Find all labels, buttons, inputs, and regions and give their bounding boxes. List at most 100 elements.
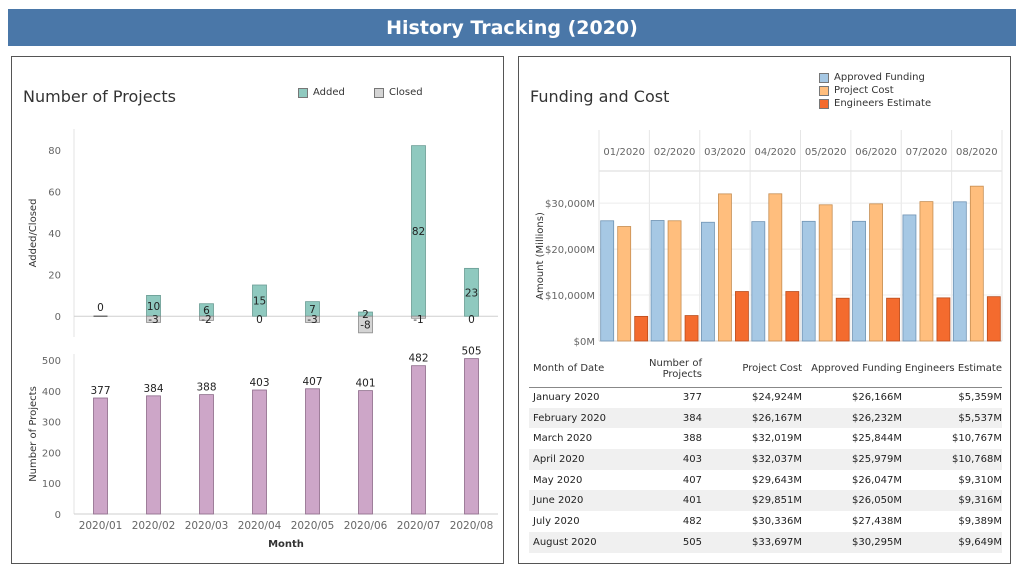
approved-funding-bar: [801, 220, 816, 342]
engineers-estimate-bar: [986, 296, 1001, 342]
legend-approved[interactable]: Approved Funding: [819, 72, 925, 83]
approved-funding-bar: [751, 221, 766, 342]
col-engineers-estimate[interactable]: Engineers Estimate: [902, 351, 1002, 388]
x-tick-label: 2020/07: [397, 520, 441, 532]
closed-data-label: -1: [413, 314, 423, 326]
table-row[interactable]: April 2020 403 $32,037M $25,979M $10,768M: [529, 449, 1002, 470]
table-cell: $26,047M: [852, 474, 902, 486]
table-cell: $26,167M: [702, 407, 802, 429]
added-bar: [464, 267, 479, 317]
table-row[interactable]: May 2020 407 $29,643M $26,047M $9,310M: [529, 470, 1002, 491]
table-row[interactable]: August 2020 505 $33,697M $30,295M $9,649M: [529, 531, 1002, 553]
table-cell: 403: [609, 449, 702, 470]
closed-bar: [358, 315, 373, 334]
funding-panel: Funding and Cost Approved Funding Projec…: [518, 56, 1011, 564]
project-cost-bar: [768, 193, 783, 342]
closed-bar: [146, 315, 161, 323]
added-data-label: 23: [465, 287, 478, 299]
engineers-estimate-bar: [684, 315, 699, 342]
table-cell: March 2020: [533, 433, 593, 445]
closed-bar: [199, 315, 214, 321]
engineers-estimate-bar: [785, 291, 800, 342]
projects-bar: [305, 388, 320, 515]
page-title: History Tracking (2020): [8, 9, 1016, 46]
closed-bar: [411, 315, 426, 319]
x-tick-label: 2020/05: [291, 520, 335, 532]
approved-funding-bar: [902, 214, 917, 342]
table-cell: 377: [682, 392, 702, 404]
table-cell: $9,316M: [902, 490, 1002, 512]
added-bar: [252, 284, 267, 317]
top-y-tick-label: 40: [48, 229, 61, 240]
y-tick-label: $10,000M: [545, 291, 595, 302]
table-cell: $9,310M: [958, 474, 1002, 486]
closed-data-label: -3: [307, 314, 317, 326]
col-approved-funding[interactable]: Approved Funding: [802, 351, 902, 388]
table-cell: $29,851M: [702, 490, 802, 512]
table-cell: $9,649M: [902, 531, 1002, 553]
approved-funding-bar: [701, 221, 715, 342]
table-cell: $25,844M: [852, 433, 902, 445]
table-cell: 482: [682, 515, 702, 527]
added-data-label: 7: [309, 304, 316, 316]
added-data-label: 0: [97, 302, 104, 314]
table-row[interactable]: July 2020 482 $30,336M $27,438M $9,389M: [529, 511, 1002, 532]
month-header-label: 07/2020: [906, 147, 948, 158]
table-cell: $30,336M: [752, 515, 802, 527]
project-cost-bar: [818, 204, 833, 342]
project-cost-bar: [718, 193, 732, 342]
bottom-y-tick-label: 400: [42, 387, 61, 398]
col-month[interactable]: Month of Date: [529, 351, 609, 388]
table-row[interactable]: June 2020 401 $29,851M $26,050M $9,316M: [529, 490, 1002, 512]
top-y-tick-label: 0: [55, 312, 61, 323]
month-header-label: 05/2020: [805, 147, 847, 158]
x-tick-label: 2020/08: [450, 520, 494, 532]
legend-estimate[interactable]: Engineers Estimate: [819, 98, 931, 109]
table-cell: June 2020: [529, 490, 609, 512]
legend-closed-label: Closed: [389, 87, 423, 98]
x-tick-label: 2020/06: [344, 520, 388, 532]
project-cost-bar: [969, 185, 984, 342]
projects-data-label: 384: [143, 383, 163, 395]
closed-data-label: -8: [360, 320, 370, 332]
table-row[interactable]: March 2020 388 $32,019M $25,844M $10,767M: [529, 428, 1002, 449]
table-cell: May 2020: [533, 474, 583, 486]
table-cell: 407: [682, 474, 702, 486]
added-data-label: 15: [253, 296, 266, 308]
table-cell: $5,359M: [958, 392, 1002, 404]
cost-swatch: [819, 85, 829, 96]
table-cell: August 2020: [529, 531, 609, 553]
project-cost-bar: [617, 226, 632, 342]
y-tick-label: $0M: [574, 337, 595, 347]
engineers-estimate-bar: [634, 315, 649, 342]
legend-closed[interactable]: Closed: [374, 87, 423, 98]
x-tick-label: 2020/04: [238, 520, 282, 532]
bottom-y-tick-label: 500: [42, 356, 61, 367]
col-project-cost[interactable]: Project Cost: [702, 351, 802, 388]
legend-added[interactable]: Added: [298, 87, 345, 98]
table-cell: 384: [609, 407, 702, 429]
table-row[interactable]: February 2020 384 $26,167M $26,232M $5,537M: [529, 407, 1002, 429]
table-cell: April 2020: [529, 449, 609, 470]
projects-panel-title: Number of Projects: [23, 87, 176, 106]
project-cost-bar: [869, 203, 883, 342]
col-number-of-projects[interactable]: Number of Projects: [609, 351, 702, 388]
projects-bar: [146, 395, 161, 515]
table-cell: $10,768M: [902, 449, 1002, 470]
project-cost-bar: [919, 201, 934, 342]
added-data-label: 2: [362, 309, 369, 321]
legend-estimate-label: Engineers Estimate: [834, 98, 932, 109]
approved-funding-bar: [600, 220, 615, 342]
added-data-label: 82: [412, 226, 425, 238]
approved-swatch: [819, 72, 829, 83]
closed-swatch: [374, 87, 384, 98]
x-tick-label: 2020/02: [132, 520, 176, 532]
table-row[interactable]: January 2020 377 $24,924M $26,166M $5,359M: [529, 387, 1002, 408]
closed-data-label: 0: [468, 314, 475, 326]
table-cell: $30,295M: [802, 531, 902, 553]
projects-bar: [199, 394, 214, 515]
table-cell: $26,166M: [852, 392, 902, 404]
approved-funding-bar: [650, 220, 665, 342]
table-cell: $9,389M: [958, 515, 1002, 527]
legend-cost[interactable]: Project Cost: [819, 85, 894, 96]
